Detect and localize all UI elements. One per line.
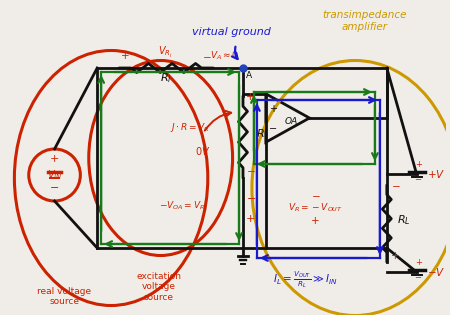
Text: $V_{R_i}$: $V_{R_i}$ [158, 45, 173, 60]
Text: $-V_{OA} = V_R$: $-V_{OA} = V_R$ [159, 199, 205, 211]
Text: $-$: $-$ [202, 51, 212, 61]
Text: $I_L = \frac{V_{OUT}}{R_L} \gg I_{IN}$: $I_L = \frac{V_{OUT}}{R_L} \gg I_{IN}$ [273, 270, 338, 290]
Text: +: + [415, 258, 422, 267]
Text: $0V$: $0V$ [195, 145, 210, 157]
Text: $J \cdot R = V_R$: $J \cdot R = V_R$ [171, 121, 210, 134]
Text: $-V$: $-V$ [428, 266, 446, 278]
Text: +: + [269, 104, 277, 114]
Text: +: + [121, 51, 129, 61]
Text: transimpedance
amplifier: transimpedance amplifier [323, 10, 407, 32]
Text: +: + [246, 214, 255, 224]
Text: $V_R = -V_{OUT}$: $V_R = -V_{OUT}$ [288, 201, 343, 214]
Text: +: + [50, 154, 59, 164]
Text: virtual ground: virtual ground [192, 27, 270, 37]
Text: $-$: $-$ [414, 271, 423, 280]
Text: OA: OA [285, 117, 298, 127]
Text: $+V$: $+V$ [428, 168, 446, 180]
Text: $V_A\approx0$: $V_A\approx0$ [210, 49, 239, 61]
Text: A: A [246, 71, 252, 80]
Text: +: + [415, 160, 422, 169]
Text: $-$: $-$ [246, 192, 256, 202]
Text: $R$: $R$ [256, 127, 265, 139]
Text: $-$: $-$ [50, 181, 59, 191]
Text: $-$: $-$ [391, 180, 401, 190]
Text: real voltage
source: real voltage source [37, 287, 91, 306]
Text: $V_{IN}$: $V_{IN}$ [47, 168, 63, 182]
Text: $R_i$: $R_i$ [160, 71, 171, 85]
Text: $-$: $-$ [268, 122, 277, 132]
Text: $-$: $-$ [310, 190, 320, 200]
Text: $-$: $-$ [414, 173, 423, 182]
Text: excitation
voltage
source: excitation voltage source [136, 272, 181, 302]
Text: +: + [391, 251, 400, 261]
Text: +: + [246, 92, 255, 102]
Text: $R_L$: $R_L$ [397, 214, 410, 227]
Text: $-$: $-$ [246, 165, 256, 175]
Text: +: + [311, 216, 320, 226]
